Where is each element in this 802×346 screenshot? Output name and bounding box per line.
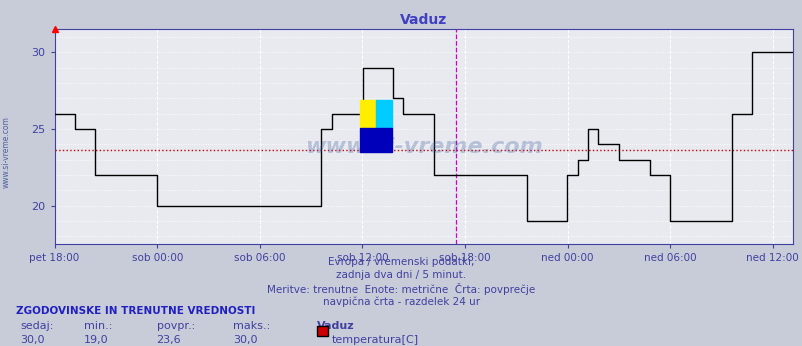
Text: ZGODOVINSKE IN TRENUTNE VREDNOSTI: ZGODOVINSKE IN TRENUTNE VREDNOSTI bbox=[16, 306, 255, 316]
Text: sedaj:: sedaj: bbox=[20, 321, 54, 331]
Text: zadnja dva dni / 5 minut.: zadnja dva dni / 5 minut. bbox=[336, 270, 466, 280]
Text: maks.:: maks.: bbox=[233, 321, 269, 331]
Text: www.si-vreme.com: www.si-vreme.com bbox=[2, 116, 11, 188]
Bar bbox=[375, 100, 391, 128]
Bar bbox=[359, 128, 391, 152]
Title: Vaduz: Vaduz bbox=[400, 13, 447, 27]
Text: Evropa / vremenski podatki,: Evropa / vremenski podatki, bbox=[328, 257, 474, 267]
Text: www.si-vreme.com: www.si-vreme.com bbox=[305, 137, 542, 157]
Text: min.:: min.: bbox=[84, 321, 112, 331]
Text: povpr.:: povpr.: bbox=[156, 321, 195, 331]
Text: navpična črta - razdelek 24 ur: navpična črta - razdelek 24 ur bbox=[322, 296, 480, 307]
Text: 30,0: 30,0 bbox=[233, 335, 257, 345]
Text: Meritve: trenutne  Enote: metrične  Črta: povprečje: Meritve: trenutne Enote: metrične Črta: … bbox=[267, 283, 535, 295]
Text: 23,6: 23,6 bbox=[156, 335, 181, 345]
Text: temperatura[C]: temperatura[C] bbox=[331, 335, 418, 345]
Text: 30,0: 30,0 bbox=[20, 335, 45, 345]
Bar bbox=[359, 100, 375, 128]
Text: 19,0: 19,0 bbox=[84, 335, 109, 345]
Text: Vaduz: Vaduz bbox=[317, 321, 354, 331]
